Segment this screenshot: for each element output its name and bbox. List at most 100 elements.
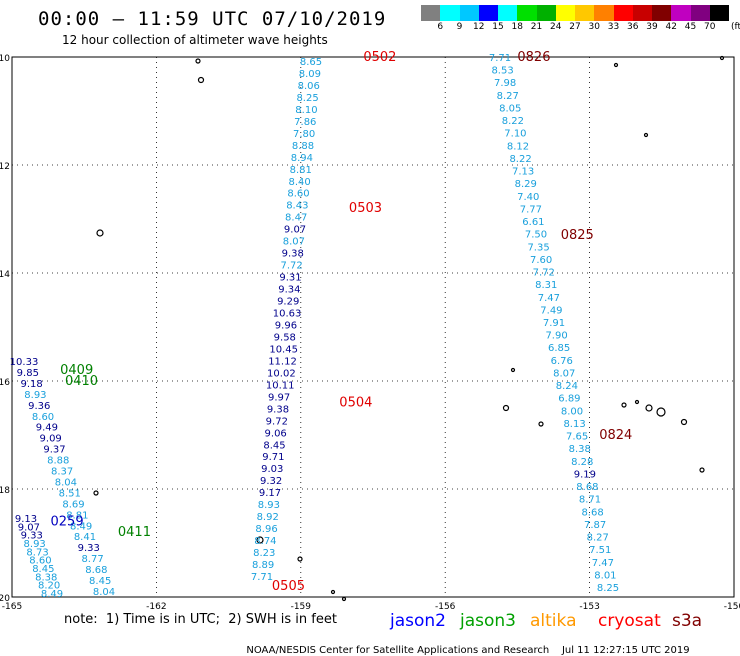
swh-value: 8.10 bbox=[295, 105, 317, 116]
swh-value: 8.93 bbox=[258, 500, 280, 511]
lon-tick-label: -153 bbox=[579, 602, 599, 612]
swh-value: 9.33 bbox=[78, 543, 100, 554]
island-outline bbox=[634, 399, 640, 405]
color-swatch bbox=[671, 5, 691, 21]
swh-value: 8.45 bbox=[263, 440, 285, 451]
swh-value: 8.45 bbox=[89, 576, 111, 587]
color-swatch bbox=[440, 5, 460, 21]
swh-value: 8.24 bbox=[556, 381, 578, 392]
swh-value: 10.63 bbox=[273, 309, 302, 320]
swh-value: 9.31 bbox=[279, 273, 301, 284]
swh-value: 6.89 bbox=[558, 394, 580, 405]
island-outline bbox=[719, 55, 725, 61]
swh-value: 9.72 bbox=[266, 416, 288, 427]
swh-value: 7.10 bbox=[504, 129, 526, 140]
swh-value: 9.38 bbox=[267, 404, 289, 415]
swh-value: 9.71 bbox=[262, 452, 284, 463]
swh-value: 10.11 bbox=[266, 380, 295, 391]
satellite-legend-jason2: jason2 bbox=[390, 611, 446, 631]
color-swatch bbox=[652, 5, 672, 21]
pass-time-label: 0504 bbox=[339, 396, 372, 411]
swh-value: 8.27 bbox=[497, 91, 519, 102]
footer-credit: NOAA/NESDIS Center for Satellite Applica… bbox=[240, 634, 690, 656]
island-outline bbox=[502, 404, 510, 412]
swh-value: 7.98 bbox=[494, 78, 516, 89]
lat-tick-label: -12 bbox=[0, 162, 10, 172]
swh-value: 9.09 bbox=[40, 434, 62, 445]
swh-value: 8.49 bbox=[70, 521, 92, 532]
swh-value: 7.60 bbox=[530, 255, 552, 266]
color-scale-label: 18 bbox=[511, 22, 523, 32]
swh-value: 8.60 bbox=[32, 412, 54, 423]
swh-value: 8.53 bbox=[491, 66, 513, 77]
swh-value: 7.50 bbox=[525, 230, 547, 241]
swh-value: 9.07 bbox=[18, 522, 40, 533]
color-swatch bbox=[498, 5, 518, 21]
swh-value: 7.13 bbox=[512, 167, 534, 178]
swh-value: 7.40 bbox=[517, 192, 539, 203]
color-swatch bbox=[421, 5, 441, 21]
map-title: 00:00 – 11:59 UTC 07/10/2019 bbox=[38, 8, 387, 30]
swh-value: 9.17 bbox=[259, 488, 281, 499]
swh-value: 9.34 bbox=[278, 285, 300, 296]
swh-value: 8.73 bbox=[26, 547, 48, 558]
satellite-legend-jason3: jason3 bbox=[460, 611, 516, 631]
credit-text: NOAA/NESDIS Center for Satellite Applica… bbox=[246, 645, 550, 656]
swh-value: 7.87 bbox=[584, 520, 606, 531]
lon-tick-label: -156 bbox=[435, 602, 456, 612]
island-outline bbox=[613, 62, 619, 68]
swh-value: 8.69 bbox=[62, 499, 84, 510]
swh-value: 8.88 bbox=[47, 456, 69, 467]
color-swatch bbox=[517, 5, 537, 21]
swh-value: 9.37 bbox=[43, 445, 65, 456]
swh-value: 8.37 bbox=[51, 467, 73, 478]
island-outline bbox=[195, 58, 201, 64]
swh-value: 8.31 bbox=[535, 280, 557, 291]
swh-value: 8.47 bbox=[285, 213, 307, 224]
pass-time-label: 0825 bbox=[561, 228, 594, 243]
satellite-legend-altika: altika bbox=[530, 611, 577, 631]
swh-value: 7.71 bbox=[489, 53, 511, 64]
pass-time-label: 0411 bbox=[118, 525, 151, 540]
swh-value: 8.00 bbox=[561, 406, 583, 417]
pass-time-label: 0503 bbox=[349, 201, 382, 216]
pass-time-label: 0826 bbox=[517, 50, 550, 65]
satellite-legend-s3a: s3a bbox=[672, 611, 703, 631]
color-scale-label: 30 bbox=[588, 22, 600, 32]
swh-value: 9.58 bbox=[274, 332, 296, 343]
swh-value: 7.65 bbox=[566, 432, 588, 443]
swh-value: 7.80 bbox=[293, 129, 315, 140]
color-scale-label: 45 bbox=[684, 22, 697, 32]
swh-value: 8.49 bbox=[41, 589, 63, 600]
swh-value: 8.28 bbox=[571, 457, 593, 468]
pass-time-label: 0824 bbox=[599, 428, 632, 443]
swh-value: 8.22 bbox=[509, 154, 531, 165]
island-outline bbox=[330, 589, 336, 595]
swh-value: 8.07 bbox=[283, 237, 305, 248]
swh-value: 6.85 bbox=[548, 343, 570, 354]
swh-value: 8.41 bbox=[74, 532, 96, 543]
lon-tick-label: -162 bbox=[146, 602, 166, 612]
swh-value: 7.71 bbox=[251, 572, 273, 583]
color-swatch bbox=[555, 5, 575, 21]
color-swatch bbox=[575, 5, 595, 21]
swh-value: 8.60 bbox=[287, 189, 309, 200]
swh-value: 8.71 bbox=[579, 495, 601, 506]
swh-value: 6.61 bbox=[522, 217, 544, 228]
swh-value: 7.91 bbox=[543, 318, 565, 329]
swh-value: 8.13 bbox=[563, 419, 585, 430]
lat-tick-label: -14 bbox=[0, 270, 10, 280]
color-swatch bbox=[536, 5, 556, 21]
color-swatch bbox=[632, 5, 652, 21]
swh-value: 10.02 bbox=[267, 368, 296, 379]
color-scale-label: 12 bbox=[473, 22, 485, 32]
island-outline bbox=[643, 132, 649, 138]
swh-value: 9.18 bbox=[20, 379, 42, 390]
color-swatch bbox=[594, 5, 614, 21]
swh-value: 8.89 bbox=[252, 560, 274, 571]
swh-value: 9.97 bbox=[268, 392, 290, 403]
swh-value: 10.45 bbox=[269, 344, 298, 355]
timestamp-text: Jul 11 12:27:15 UTC 2019 bbox=[561, 645, 690, 656]
swh-value: 8.88 bbox=[292, 141, 314, 152]
